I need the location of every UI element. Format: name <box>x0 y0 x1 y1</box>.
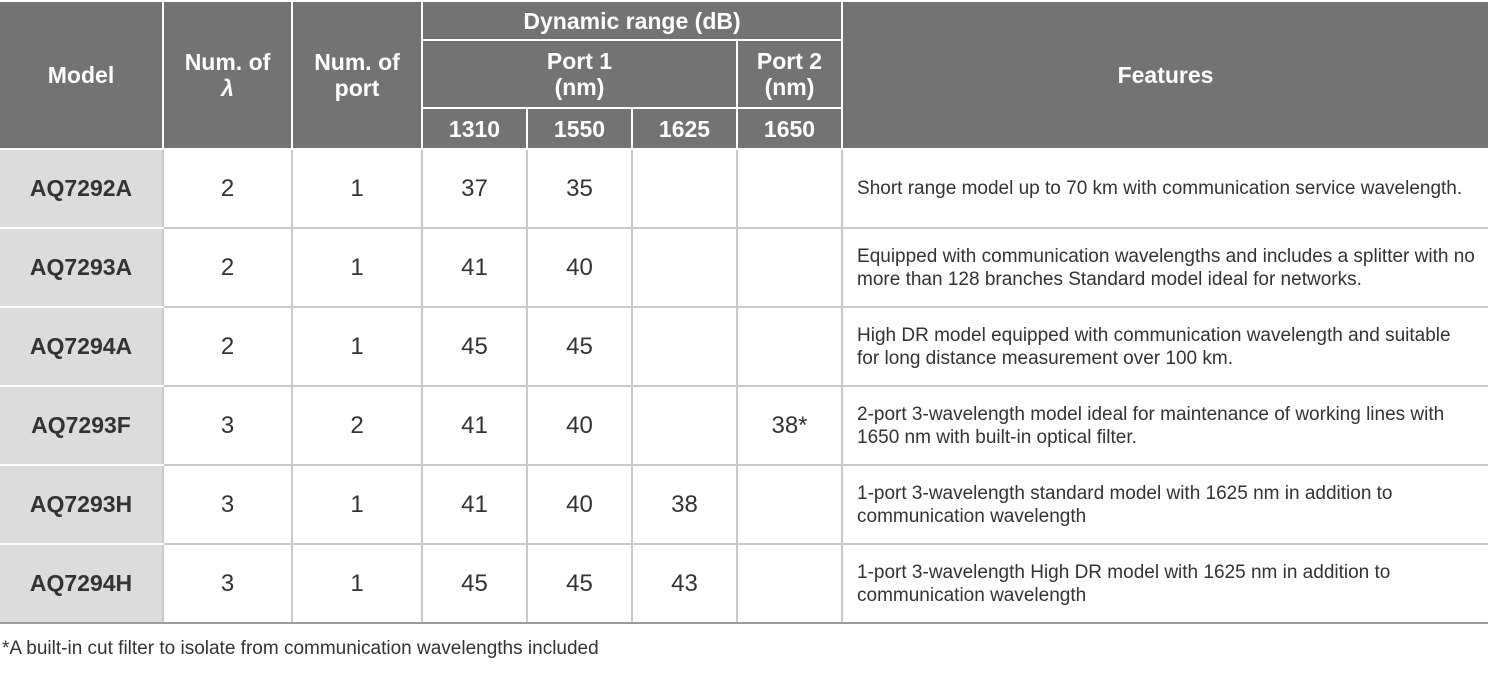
header-port2: Port 2 (nm) <box>735 39 844 109</box>
num-port-cell: 2 <box>291 385 423 466</box>
dr-1625-cell: 38 <box>631 464 738 545</box>
dr-1310-cell: 41 <box>421 227 528 308</box>
dr-1310-cell: 45 <box>421 543 528 624</box>
dr-1650-cell <box>735 227 844 308</box>
footnote: *A built-in cut filter to isolate from c… <box>2 638 599 659</box>
dr-1650-cell <box>735 306 844 387</box>
dr-1550-cell: 40 <box>526 464 633 545</box>
num-lambda-cell: 2 <box>162 148 293 229</box>
header-port2-line1: Port 2 <box>756 48 823 74</box>
model-cell: AQ7294A <box>0 306 164 387</box>
dr-1550-cell: 45 <box>526 543 633 624</box>
dr-1650-cell <box>735 543 844 624</box>
table-row: AQ7293A 2 1 41 40 Equipped with communic… <box>0 227 1488 308</box>
table-row: AQ7293H 3 1 41 40 38 1-port 3-wavelength… <box>0 464 1488 545</box>
dr-1550-cell: 45 <box>526 306 633 387</box>
dr-1310-cell: 37 <box>421 148 528 229</box>
table-row: AQ7294A 2 1 45 45 High DR model equipped… <box>0 306 1488 387</box>
dr-1650-cell <box>735 148 844 229</box>
dr-1650-cell: 38* <box>735 385 844 466</box>
num-port-cell: 1 <box>291 543 423 624</box>
num-lambda-cell: 2 <box>162 306 293 387</box>
header-port1-line2: (nm) <box>554 74 605 100</box>
header-model: Model <box>0 0 164 150</box>
dr-1650-cell <box>735 464 844 545</box>
model-cell: AQ7293H <box>0 464 164 545</box>
dr-1625-cell <box>631 227 738 308</box>
header-num-port: Num. of port <box>291 0 423 150</box>
num-port-cell: 1 <box>291 464 423 545</box>
dr-1625-cell: 43 <box>631 543 738 624</box>
model-cell: AQ7294H <box>0 543 164 624</box>
header-num-lambda-label: Num. of <box>184 49 271 75</box>
dr-1310-cell: 45 <box>421 306 528 387</box>
header-wl-1310: 1310 <box>421 107 528 150</box>
header-port1-line1: Port 1 <box>546 48 613 74</box>
features-cell: High DR model equipped with communicatio… <box>841 306 1488 387</box>
header-port1: Port 1 (nm) <box>421 39 738 109</box>
model-cell: AQ7292A <box>0 148 164 229</box>
lambda-symbol: λ <box>221 75 234 101</box>
header-num-port-line2: port <box>334 75 380 101</box>
model-cell: AQ7293A <box>0 227 164 308</box>
header-num-lambda: Num. of λ <box>162 0 293 150</box>
dr-1550-cell: 40 <box>526 385 633 466</box>
header-num-port-line1: Num. of <box>314 49 400 75</box>
features-cell: Equipped with communication wavelengths … <box>841 227 1488 308</box>
features-cell: 1-port 3-wavelength High DR model with 1… <box>841 543 1488 624</box>
table-row: AQ7293F 3 2 41 40 38* 2-port 3-wavelengt… <box>0 385 1488 466</box>
num-lambda-cell: 3 <box>162 543 293 624</box>
num-port-cell: 1 <box>291 306 423 387</box>
dr-1550-cell: 35 <box>526 148 633 229</box>
features-cell: 1-port 3-wavelength standard model with … <box>841 464 1488 545</box>
features-cell: 2-port 3-wavelength model ideal for main… <box>841 385 1488 466</box>
otdr-model-table: Model Num. of λ Num. of port Dynamic ran… <box>0 0 1488 624</box>
table-row: AQ7292A 2 1 37 35 Short range model up t… <box>0 148 1488 229</box>
header-port2-line2: (nm) <box>764 74 815 100</box>
dr-1550-cell: 40 <box>526 227 633 308</box>
table-row: AQ7294H 3 1 45 45 43 1-port 3-wavelength… <box>0 543 1488 624</box>
dr-1310-cell: 41 <box>421 464 528 545</box>
header-wl-1625: 1625 <box>631 107 738 150</box>
dr-1310-cell: 41 <box>421 385 528 466</box>
num-lambda-cell: 3 <box>162 385 293 466</box>
dr-1625-cell <box>631 385 738 466</box>
num-port-cell: 1 <box>291 148 423 229</box>
model-cell: AQ7293F <box>0 385 164 466</box>
dr-1625-cell <box>631 306 738 387</box>
num-port-cell: 1 <box>291 227 423 308</box>
header-features: Features <box>841 0 1488 150</box>
num-lambda-cell: 2 <box>162 227 293 308</box>
header-wl-1650: 1650 <box>735 107 844 150</box>
header-wl-1550: 1550 <box>526 107 633 150</box>
features-cell: Short range model up to 70 km with commu… <box>841 148 1488 229</box>
header-dynamic-range: Dynamic range (dB) <box>420 0 844 41</box>
dr-1625-cell <box>631 148 738 229</box>
num-lambda-cell: 3 <box>162 464 293 545</box>
